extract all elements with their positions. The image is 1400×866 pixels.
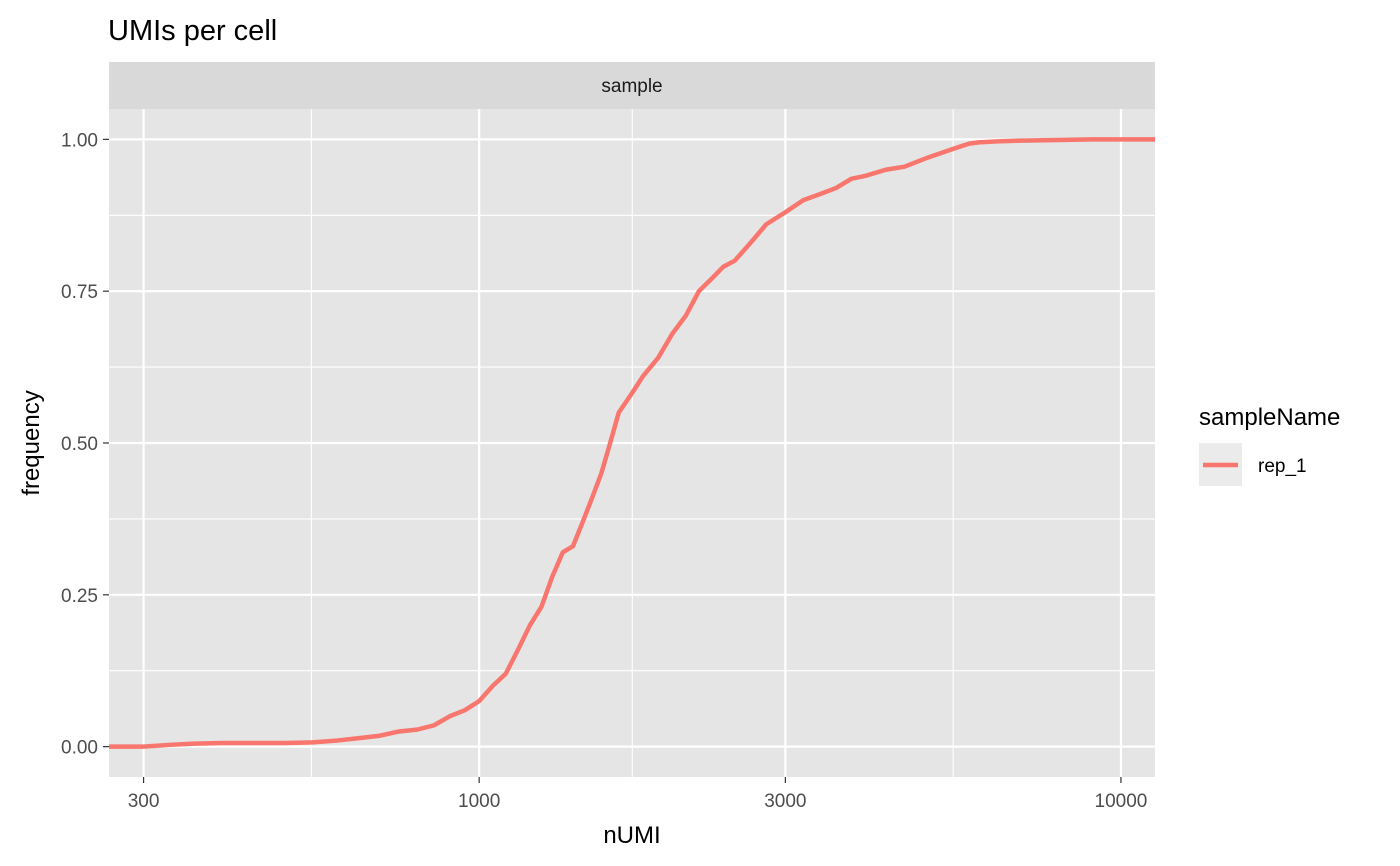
x-axis-title: nUMI (603, 822, 660, 849)
series-layer (109, 137, 1155, 749)
y-axis: 0.00 0.25 0.50 0.75 1.00 (61, 130, 109, 759)
y-tick-label: 0.75 (61, 282, 98, 303)
facet-strip (109, 62, 1155, 109)
y-tick-label: 0.25 (61, 586, 98, 607)
facet-strip-label: sample (601, 76, 662, 97)
series-line-rep-1 (109, 137, 1155, 749)
y-tick-label: 0.50 (61, 434, 98, 455)
chart-title: UMIs per cell (108, 15, 277, 47)
legend-label-rep-1: rep_1 (1258, 456, 1307, 477)
x-tick-label: 300 (128, 791, 160, 812)
x-tick-label: 1000 (458, 791, 500, 812)
x-tick-label: 10000 (1095, 791, 1148, 812)
x-axis: 300 1000 3000 10000 (128, 777, 1148, 812)
x-tick-label: 3000 (764, 791, 806, 812)
y-tick-label: 1.00 (61, 130, 98, 151)
legend: sampleName rep_1 (1199, 404, 1340, 486)
y-axis-title: frequency (18, 390, 45, 495)
legend-title: sampleName (1199, 404, 1340, 431)
major-gridlines (109, 109, 1155, 777)
y-tick-label: 0.00 (61, 738, 98, 759)
